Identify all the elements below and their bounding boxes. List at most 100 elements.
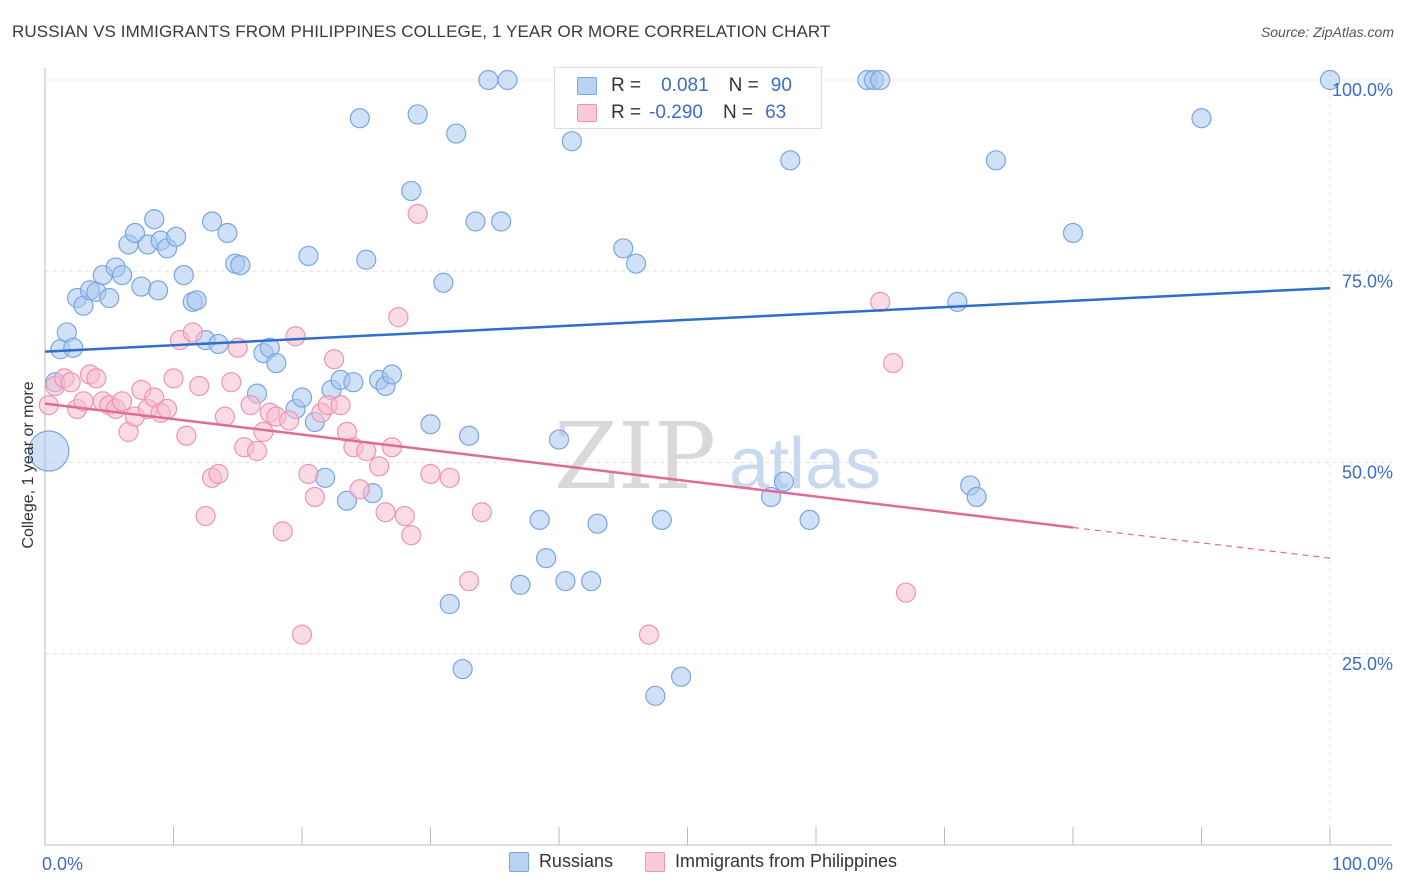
y-tick-label: 75.0% <box>1342 271 1393 291</box>
legend-row-philippines: R = -0.290 N = 63 <box>577 101 786 125</box>
point-russians <box>510 574 531 596</box>
point-philippines <box>330 395 351 416</box>
point-philippines <box>870 291 891 312</box>
point-russians <box>291 387 313 408</box>
point-philippines <box>195 505 216 527</box>
trend-line-philippines <box>44 402 1074 529</box>
point-russians <box>111 264 133 286</box>
point-philippines <box>458 570 480 592</box>
point-russians <box>581 570 602 592</box>
point-russians <box>131 276 152 297</box>
point-russians <box>446 123 467 144</box>
point-russians <box>420 414 441 435</box>
point-russians <box>555 570 576 592</box>
point-philippines <box>208 463 229 485</box>
point-russians <box>124 222 146 244</box>
legend-swatch-russians <box>577 77 597 95</box>
point-russians <box>433 272 454 293</box>
y-tick-label: 25.0% <box>1342 654 1393 674</box>
point-philippines <box>471 502 492 523</box>
point-russians <box>947 291 968 312</box>
point-russians <box>670 666 692 687</box>
point-russians <box>336 490 358 511</box>
point-philippines <box>401 525 422 546</box>
series-legend: Russians Immigrants from Philippines <box>0 851 1406 872</box>
grid-layer <box>45 72 1392 845</box>
point-russians <box>780 150 801 171</box>
series-legend-russians: Russians <box>508 851 613 872</box>
point-philippines <box>163 368 184 389</box>
point-russians <box>613 238 634 259</box>
stats-legend: R = 0.081 N = 90 R = -0.290 N = 63 <box>554 67 822 129</box>
point-russians <box>491 211 512 232</box>
legend-row-russians: R = 0.081 N = 90 <box>577 74 792 98</box>
point-russians <box>99 287 120 309</box>
point-russians <box>548 429 570 450</box>
point-russians <box>349 108 370 129</box>
point-russians <box>497 69 518 91</box>
point-russians <box>536 548 557 569</box>
point-russians <box>1191 108 1212 129</box>
point-philippines <box>111 391 133 412</box>
point-russians <box>144 209 165 230</box>
point-russians <box>587 513 608 534</box>
point-russians <box>478 69 499 91</box>
trend-layer <box>44 286 1331 559</box>
point-philippines <box>291 624 313 645</box>
point-philippines <box>439 467 460 488</box>
point-philippines <box>304 486 325 508</box>
point-russians <box>529 509 550 530</box>
point-russians <box>147 280 169 301</box>
point-philippines <box>388 307 409 328</box>
watermark: ZIP atlas <box>554 403 881 510</box>
point-russians <box>381 364 403 385</box>
point-philippines <box>221 372 242 393</box>
point-philippines <box>324 349 345 370</box>
tick-labels: 25.0% 50.0% 75.0% 100.0% 0.0% 100.0% <box>42 80 1393 874</box>
series-name-russians: Russians <box>538 851 613 871</box>
point-philippines <box>246 440 268 462</box>
watermark-zip: ZIP <box>554 403 716 510</box>
point-philippines <box>285 326 306 347</box>
point-russians <box>315 467 336 488</box>
point-russians <box>201 211 223 232</box>
points-layer <box>28 69 1341 706</box>
point-russians <box>799 509 820 530</box>
point-philippines <box>349 479 370 500</box>
point-philippines <box>298 463 319 485</box>
y-tick-label: 100.0% <box>1332 80 1393 100</box>
point-russians <box>651 509 672 530</box>
point-russians <box>266 352 287 374</box>
point-russians <box>230 255 251 276</box>
point-russians <box>165 226 187 247</box>
point-russians <box>439 593 460 615</box>
point-russians <box>561 131 582 152</box>
source-label: Source: ZipAtlas.com <box>1260 24 1394 40</box>
point-philippines <box>176 425 197 446</box>
point-russians <box>186 290 207 311</box>
point-russians <box>465 211 486 232</box>
point-philippines <box>279 410 300 431</box>
point-russians <box>356 249 377 270</box>
point-philippines <box>375 502 396 523</box>
point-philippines <box>156 398 178 420</box>
point-philippines <box>86 368 107 389</box>
series-legend-philippines: Immigrants from Philippines <box>644 851 897 872</box>
point-philippines <box>272 521 293 542</box>
point-philippines <box>638 624 660 645</box>
x-tick-label: 100.0% <box>1332 854 1393 874</box>
point-russians <box>966 486 987 508</box>
point-philippines <box>394 505 415 527</box>
point-philippines <box>60 372 81 393</box>
point-russians <box>173 264 194 286</box>
point-russians <box>773 471 794 492</box>
trend-line-philippines-extension <box>1072 526 1331 559</box>
legend-r-value: 0.081 <box>661 75 709 96</box>
point-russians <box>217 222 238 244</box>
series-swatch-philippines <box>644 851 665 872</box>
series-swatch-russians <box>508 851 529 872</box>
point-russians <box>1062 222 1084 244</box>
point-russians <box>458 425 480 446</box>
point-philippines <box>895 582 917 603</box>
